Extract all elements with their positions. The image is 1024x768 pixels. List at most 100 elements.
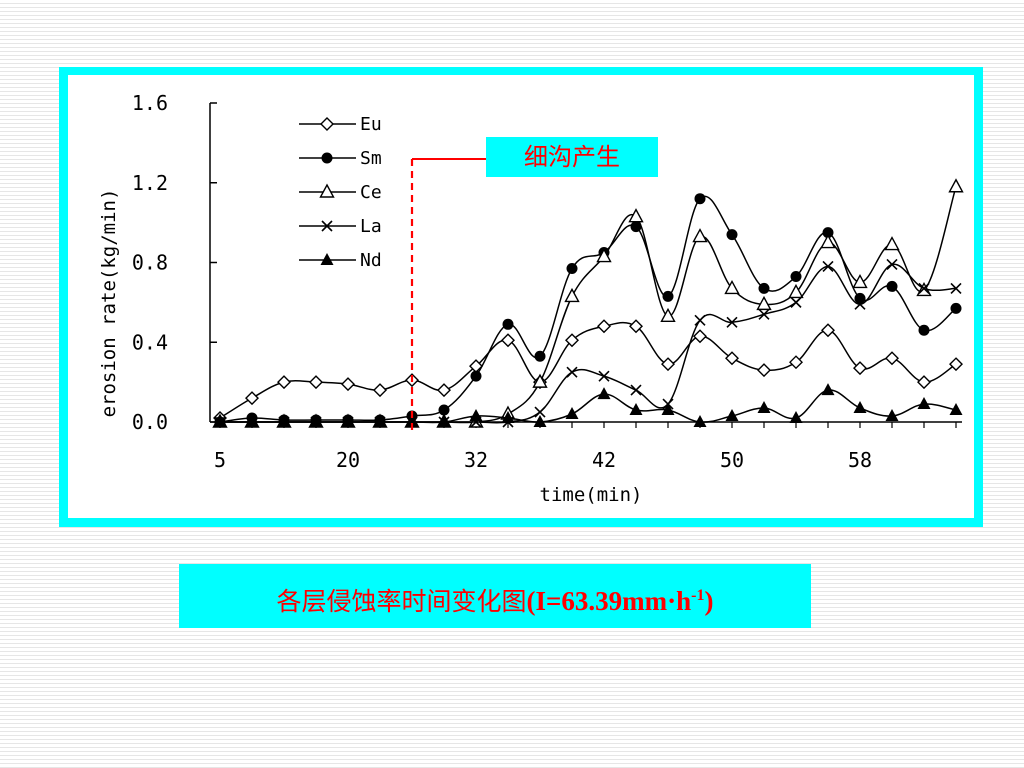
data-point xyxy=(758,282,770,294)
data-point xyxy=(309,375,323,390)
y-tick-label: 0.4 xyxy=(132,330,168,354)
data-point xyxy=(693,329,707,344)
data-point xyxy=(917,397,931,410)
data-point xyxy=(597,387,611,400)
data-point xyxy=(596,248,612,263)
data-point xyxy=(469,409,483,422)
data-point xyxy=(628,208,644,223)
axes: 0.0 0.4 0.8 1.2 1.6 5 20 32 42 50 58 xyxy=(132,91,962,472)
caption-formula-end: ) xyxy=(704,586,714,616)
x-tick-label: 5 xyxy=(214,448,226,472)
data-point xyxy=(790,270,802,282)
data-point xyxy=(437,415,451,427)
data-point xyxy=(948,178,964,193)
data-point xyxy=(438,404,450,416)
x-tick-label: 50 xyxy=(720,448,744,472)
x-axis-title: time(min) xyxy=(540,484,643,506)
y-tick-label: 0.8 xyxy=(132,251,168,275)
data-point xyxy=(321,220,333,232)
data-point xyxy=(598,370,610,382)
legend-label: Nd xyxy=(360,250,382,271)
data-point xyxy=(918,282,930,294)
data-point xyxy=(565,407,579,420)
data-point xyxy=(788,283,804,299)
data-point xyxy=(822,227,834,239)
data-point xyxy=(662,290,674,302)
data-point xyxy=(821,383,835,396)
data-point xyxy=(630,221,642,233)
data-point xyxy=(470,370,482,382)
data-point xyxy=(852,273,868,289)
erosion-rate-chart: erosion rate(kg/min) time(min) 0.0 0.4 0.8… xyxy=(98,91,964,506)
data-point xyxy=(917,375,931,390)
legend-label: Eu xyxy=(360,114,382,135)
series-layer xyxy=(212,178,964,428)
data-point xyxy=(661,357,675,372)
data-point xyxy=(853,401,867,414)
y-axis-title: erosion rate(kg/min) xyxy=(98,189,120,418)
data-point xyxy=(724,279,740,295)
legend-item-sm: Sm xyxy=(299,148,382,169)
data-point xyxy=(726,229,738,241)
caption-formula-exponent: -1 xyxy=(691,587,705,604)
data-point xyxy=(884,236,900,251)
data-point xyxy=(245,391,259,406)
data-point xyxy=(693,415,707,427)
data-point xyxy=(277,415,291,427)
data-point xyxy=(885,351,899,366)
series-sm xyxy=(214,193,962,428)
data-point xyxy=(566,366,578,378)
data-point xyxy=(437,383,451,398)
data-point xyxy=(502,318,514,330)
data-point xyxy=(277,375,291,390)
x-tick-label: 58 xyxy=(848,448,872,472)
legend: Eu Sm Ce La Nd xyxy=(299,114,382,271)
data-point xyxy=(854,298,866,310)
figure-caption: 各层侵蚀率时间变化图(I=63.39mm·h-1) xyxy=(179,564,811,628)
data-point xyxy=(821,323,835,338)
data-point xyxy=(213,415,227,427)
data-point xyxy=(341,415,355,427)
legend-item-eu: Eu xyxy=(299,114,382,135)
data-point xyxy=(949,357,963,372)
data-point xyxy=(694,193,706,205)
legend-item-ce: Ce xyxy=(299,182,382,203)
data-point xyxy=(629,319,643,334)
legend-label: Sm xyxy=(360,148,382,169)
data-point xyxy=(757,401,771,414)
data-point xyxy=(918,324,930,336)
data-point xyxy=(725,351,739,366)
data-point xyxy=(885,409,899,422)
y-tick-label: 0.0 xyxy=(132,410,168,434)
data-point xyxy=(886,258,898,271)
caption-text: 各层侵蚀率时间变化图 xyxy=(276,587,527,616)
data-point xyxy=(822,260,834,273)
data-point xyxy=(532,373,548,388)
data-point xyxy=(692,228,708,243)
series-nd xyxy=(213,383,963,427)
data-point xyxy=(373,383,387,398)
y-tick-label: 1.2 xyxy=(132,171,168,195)
data-point xyxy=(726,316,738,328)
chart-frame: erosion rate(kg/min) time(min) 0.0 0.4 0.8… xyxy=(59,67,983,527)
data-point xyxy=(886,280,898,292)
data-point xyxy=(950,282,962,294)
data-point xyxy=(694,314,706,326)
data-point xyxy=(756,295,772,311)
data-point xyxy=(565,333,579,348)
data-point xyxy=(501,411,515,424)
data-point xyxy=(405,415,419,427)
legend-item-nd: Nd xyxy=(299,250,382,271)
data-point xyxy=(245,415,259,427)
series-line xyxy=(219,263,957,424)
x-tick-label: 42 xyxy=(592,448,616,472)
data-point xyxy=(853,361,867,376)
x-tick-label: 32 xyxy=(464,448,488,472)
legend-label: La xyxy=(360,216,382,237)
data-point xyxy=(661,403,675,416)
data-point xyxy=(320,117,334,131)
data-point xyxy=(309,415,323,427)
data-point xyxy=(320,253,334,265)
data-point xyxy=(789,355,803,370)
data-point xyxy=(725,409,739,422)
